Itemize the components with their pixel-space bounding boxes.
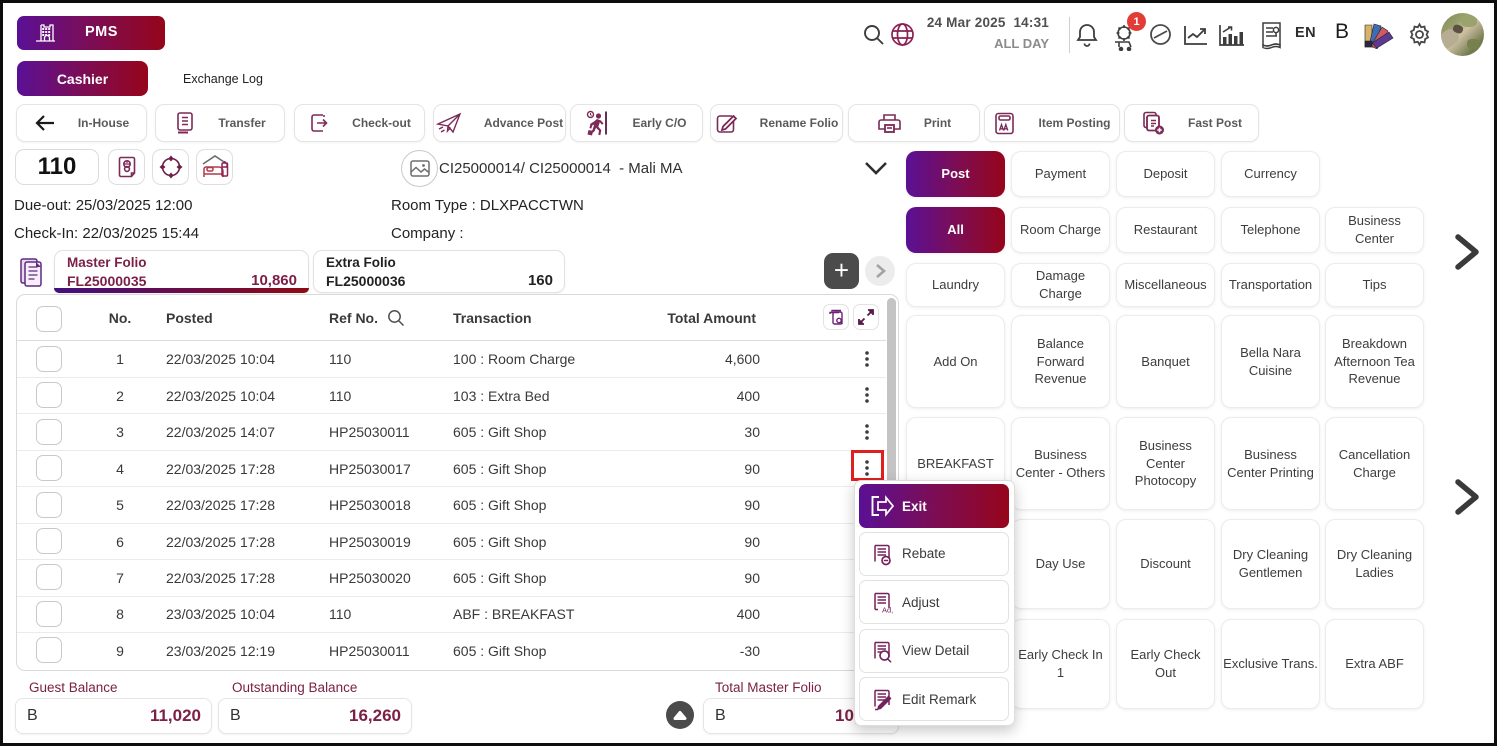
svg-text:Ad,: Ad,: [882, 606, 893, 615]
